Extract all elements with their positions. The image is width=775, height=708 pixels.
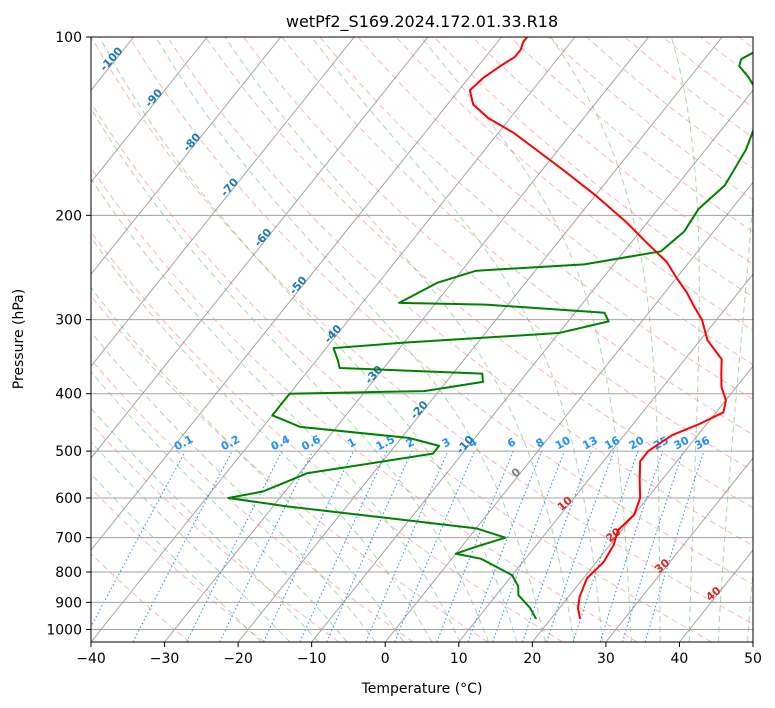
y-tick-label: 200 — [55, 208, 82, 224]
y-axis-label: Pressure (hPa) — [11, 289, 27, 389]
isotherm-line — [91, 37, 282, 276]
y-tick-label: 700 — [55, 531, 82, 547]
mixing-ratio-line — [326, 450, 413, 642]
moist-adiabat-line — [155, 37, 546, 642]
moist-adiabat-line — [91, 473, 262, 642]
profiles — [227, 37, 753, 620]
isotherm-line — [164, 37, 649, 642]
moist-adiabat-line — [91, 236, 433, 642]
mixing-ratio-line — [365, 450, 449, 642]
plot-frame — [90, 36, 754, 643]
dry-adiabat-line — [91, 37, 753, 625]
moist-adiabat-line — [224, 37, 575, 642]
mixing-ratio-line — [467, 450, 543, 642]
x-tick-label: −10 — [297, 651, 327, 667]
dry-adiabat-line — [357, 37, 753, 366]
x-tick-label: 40 — [671, 651, 689, 667]
moist-adiabat-line — [91, 441, 291, 642]
y-tick-label: 600 — [55, 491, 82, 507]
x-tick-label: 10 — [450, 651, 468, 667]
mixing-ratio-line — [599, 450, 664, 642]
isotherm-line — [458, 273, 753, 642]
isotherm-line — [91, 37, 576, 642]
moist-adiabat-line — [670, 37, 700, 642]
y-tick-label: 100 — [55, 30, 82, 46]
dewpoint-profile — [227, 51, 753, 620]
isotherm-line — [384, 181, 753, 642]
isotherm-line — [91, 37, 355, 367]
moist-adiabat-line — [91, 371, 348, 642]
x-tick-label: −20 — [223, 651, 253, 667]
y-tick-label: 400 — [55, 387, 82, 403]
isotherm-line — [91, 37, 502, 551]
moist-adiabat-line — [746, 567, 753, 642]
moist-adiabat-line — [717, 192, 753, 642]
dry-adiabat-line — [91, 166, 638, 642]
mixing-ratio-label: 36 — [692, 434, 712, 453]
moist-adiabat-line — [91, 107, 489, 642]
x-tick-label: 20 — [523, 651, 541, 667]
dry-adiabat-line — [91, 231, 563, 642]
y-axis: 1000 900 800 700 600 500 400 300 200 100 — [46, 30, 91, 638]
dry-adiabat-line — [91, 295, 489, 642]
isotherm-line — [311, 89, 753, 642]
mixing-ratio-label: 13 — [580, 434, 600, 453]
moist-adiabat-line — [311, 37, 604, 642]
mixing-ratio-line — [546, 450, 615, 642]
x-axis-label: Temperature (°C) — [361, 681, 483, 697]
mixing-ratio-line — [622, 450, 684, 642]
y-tick-label: 300 — [55, 313, 82, 329]
isotherm-line — [531, 365, 753, 642]
mixing-ratio-label: 10 — [553, 434, 573, 453]
x-tick-label: 0 — [381, 651, 390, 667]
moist-adiabat-line — [91, 177, 461, 642]
x-axis: −40 −30 −20 −10 0 10 20 30 40 50 — [76, 642, 762, 667]
temperature-profile — [468, 37, 727, 620]
y-tick-label: 900 — [55, 595, 82, 611]
moist-adiabat-line — [420, 37, 632, 642]
mixing-ratio-line — [436, 450, 514, 642]
mixing-ratio-label: 20 — [627, 434, 647, 453]
mixing-ratio-label: 30 — [672, 434, 692, 453]
y-tick-label: 1000 — [46, 622, 82, 638]
dry-adiabat-line — [128, 37, 753, 585]
y-tick-label: 500 — [55, 444, 82, 460]
moist-adiabat-line — [91, 331, 376, 642]
mixing-ratio-line — [186, 450, 283, 642]
x-tick-label: −40 — [76, 651, 106, 667]
dry-adiabat-line — [433, 37, 753, 298]
chart-title: wetPf2_S169.2024.172.01.33.R18 — [286, 12, 558, 32]
x-tick-label: 50 — [744, 651, 762, 667]
moist-adiabat-line — [550, 37, 661, 642]
mixing-ratio-line — [219, 450, 314, 642]
x-tick-label: −30 — [150, 651, 180, 667]
y-tick-label: 800 — [55, 565, 82, 581]
isotherm-line — [237, 37, 723, 642]
dry-adiabat-line — [91, 553, 190, 642]
grid-lines — [91, 37, 753, 642]
mixing-ratio-line — [521, 450, 593, 642]
x-tick-label: 30 — [597, 651, 615, 667]
isotherm-line — [91, 37, 208, 184]
mixing-ratio-line — [492, 450, 565, 642]
dry-adiabat-line — [91, 422, 340, 642]
isotherm-line — [605, 457, 753, 642]
moist-adiabat-line — [99, 37, 518, 642]
dry-adiabat-line — [205, 37, 753, 509]
mixing-ratio-label: 16 — [602, 434, 622, 453]
isotherm-line — [91, 37, 429, 459]
mixing-ratio-line — [91, 450, 186, 628]
dry-adiabat-line — [91, 101, 713, 642]
